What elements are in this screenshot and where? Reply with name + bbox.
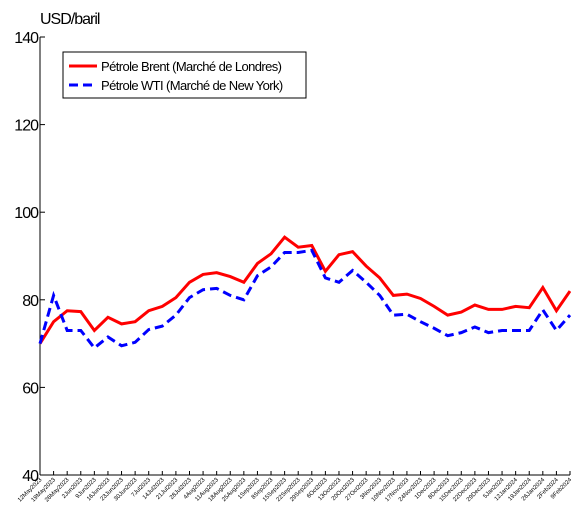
y-tick-label: 80 [22, 293, 39, 310]
y-tick-label: 100 [14, 205, 39, 222]
legend-label: Pétrole Brent (Marché de Londres) [101, 59, 282, 74]
line-series [38, 248, 571, 351]
legend-label: Pétrole WTI (Marché de New York) [101, 78, 283, 93]
legend-box [62, 51, 307, 99]
y-tick-label: 140 [14, 30, 39, 47]
y-tick-label: 60 [22, 380, 39, 397]
y-axis-label: USD/baril [40, 11, 100, 28]
line-series [38, 235, 571, 345]
y-tick-label: 40 [22, 468, 39, 485]
y-tick-label: 120 [14, 118, 39, 135]
